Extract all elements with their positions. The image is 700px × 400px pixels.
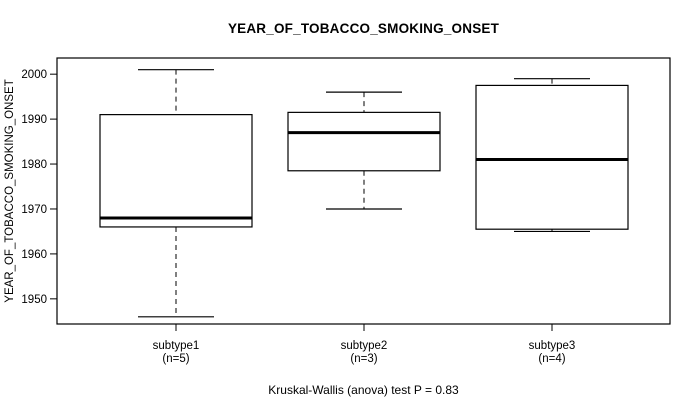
category-count: (n=3)	[350, 353, 378, 365]
category-label-subtype1: subtype1 (n=5)	[153, 340, 200, 366]
chart-title: YEAR_OF_TOBACCO_SMOKING_ONSET	[227, 21, 500, 36]
iqr-box-subtype1	[99, 114, 253, 228]
category-name: subtype1	[152, 340, 200, 352]
y-tick-label: 1980	[21, 159, 47, 171]
y-tick-label: 1950	[21, 294, 47, 306]
iqr-box-subtype2	[287, 111, 441, 172]
stats-caption: Kruskal-Wallis (anova) test P = 0.83	[268, 383, 459, 397]
category-name: subtype3	[528, 340, 576, 352]
y-tick-label: 2000	[21, 69, 47, 81]
category-label-subtype2: subtype2 (n=3)	[341, 340, 388, 366]
category-name: subtype2	[340, 340, 388, 352]
iqr-box-subtype3	[475, 84, 629, 230]
y-tick-label: 1970	[21, 204, 47, 216]
category-label-subtype3: subtype3 (n=4)	[529, 340, 576, 366]
y-tick-label: 1990	[21, 114, 47, 126]
y-tick-label: 1960	[21, 249, 47, 261]
category-count: (n=4)	[538, 353, 566, 365]
category-count: (n=5)	[162, 353, 190, 365]
